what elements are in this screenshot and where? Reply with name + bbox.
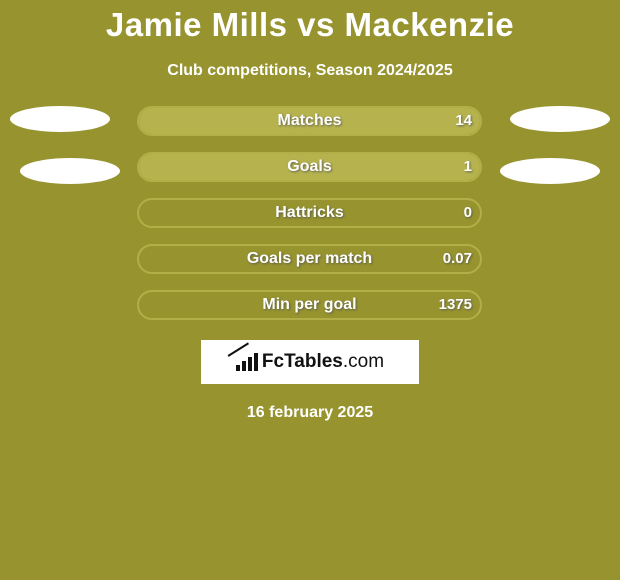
comparison-infographic: Jamie Mills vs Mackenzie Club competitio… — [0, 0, 620, 580]
page-title: Jamie Mills vs Mackenzie — [0, 0, 620, 48]
stat-value-right: 1 — [464, 152, 472, 182]
stat-value-right: 14 — [455, 106, 472, 136]
stat-row: Matches14 — [0, 106, 620, 152]
logo-text: FcTables.com — [262, 351, 384, 373]
logo-text-light: .com — [343, 351, 384, 372]
source-logo: FcTables.com — [201, 340, 419, 384]
stat-row: Goals per match0.07 — [0, 244, 620, 290]
stat-row: Min per goal1375 — [0, 290, 620, 336]
stat-row: Goals1 — [0, 152, 620, 198]
page-subtitle: Club competitions, Season 2024/2025 — [0, 62, 620, 80]
bar-fill-right — [139, 108, 480, 134]
bar-track — [137, 198, 482, 228]
bar-fill-right — [139, 154, 480, 180]
date-text: 16 february 2025 — [0, 404, 620, 422]
stat-value-right: 1375 — [439, 290, 472, 320]
stat-row: Hattricks0 — [0, 198, 620, 244]
stat-value-right: 0 — [464, 198, 472, 228]
bar-chart-icon — [236, 353, 258, 371]
stat-value-right: 0.07 — [443, 244, 472, 274]
stat-rows: Matches14Goals1Hattricks0Goals per match… — [0, 106, 620, 336]
bar-track — [137, 290, 482, 320]
bar-track — [137, 152, 482, 182]
bar-track — [137, 106, 482, 136]
bar-track — [137, 244, 482, 274]
logo-text-bold: FcTables — [262, 351, 343, 372]
